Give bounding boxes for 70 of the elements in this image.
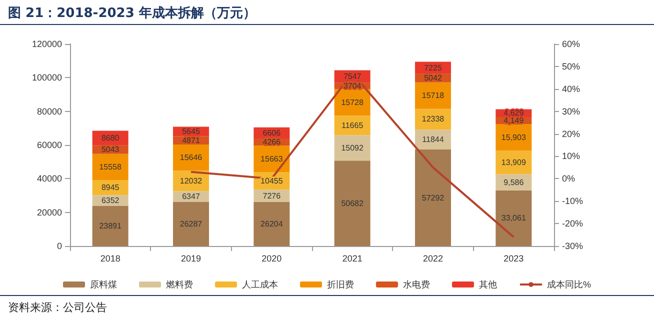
data-label: 15092 [341,143,364,152]
data-label: 15646 [180,153,203,162]
y2-tick-label: 60% [562,39,580,49]
data-label: 6352 [101,196,120,205]
x-tick-label: 2023 [504,254,524,264]
y-tick-label: 120000 [32,39,62,49]
data-label: 7547 [343,72,362,82]
y2-tick-label: 20% [562,128,580,139]
y-tick-label: 80000 [36,106,62,116]
data-label: 11665 [342,120,364,130]
data-label: 4871 [182,136,200,145]
x-tick-label: 2018 [100,254,120,264]
data-label: 15718 [422,91,445,100]
legend-label: 其他 [479,280,497,290]
legend-label: 燃料费 [166,280,193,290]
y-tick-label: 60000 [36,140,62,150]
y2-tick-label: 50% [562,61,580,72]
bar [415,150,451,246]
x-tick-label: 2022 [422,254,444,264]
legend-label: 人工成本 [242,280,278,290]
data-label: 8945 [101,183,120,192]
y2-tick-label: -10% [562,196,584,206]
x-tick-label: 2020 [262,254,282,264]
data-label: 4,629 [504,108,524,118]
y2-tick-label: -30% [562,241,584,251]
y2-tick-label: -20% [562,218,584,229]
text: 资料来源：公司公告 [8,300,107,315]
data-label: 10455 [260,176,284,186]
data-label: 13,909 [501,158,526,168]
legend-label: 折旧费 [327,280,354,290]
data-label: 15558 [99,162,122,172]
data-label: 7225 [424,63,442,72]
data-label: 57292 [422,193,445,202]
data-label: 15,903 [501,132,526,142]
data-label: 6606 [262,128,282,138]
data-label: 4266 [262,138,282,147]
data-label: 5645 [182,127,200,136]
data-label: 6347 [182,192,200,201]
data-label: 33,061 [501,214,526,223]
data-label: 4,149 [504,116,524,126]
data-label: 8680 [101,134,120,143]
y2-tick-label: 30% [562,106,580,116]
data-label: 12032 [180,176,203,186]
data-label: 5042 [424,74,442,83]
y2-tick-label: 10% [562,151,580,162]
bar [334,160,370,246]
data-label: 3704 [343,82,362,91]
data-label: 5043 [101,145,120,154]
data-label: 50682 [341,198,364,208]
data-label: 9,586 [504,178,524,187]
legend-label: 水电费 [403,280,430,290]
data-label: 12338 [422,114,445,124]
y-tick-label: 40000 [36,174,62,184]
data-label: 11844 [422,135,444,144]
x-tick-label: 2019 [180,254,202,264]
data-label: 23891 [99,221,122,230]
data-label: 26204 [260,219,284,228]
data-label: 15728 [341,98,364,107]
legend-label: 原料煤 [90,280,117,290]
y-tick-label: 100000 [32,72,62,83]
y2-tick-label: 40% [562,84,580,94]
data-label: 7276 [262,191,282,200]
legend-label: 成本同比% [547,280,592,290]
y-tick-label: 20000 [36,207,62,218]
y2-tick-label: 0% [562,174,576,184]
x-tick-label: 2021 [342,254,362,264]
y-tick-label: 0 [56,241,62,251]
data-label: 15663 [260,154,284,164]
data-label: 26287 [180,219,203,228]
chart-title: 图 21：2018-2023 年成本拆解（万元） [8,5,256,22]
